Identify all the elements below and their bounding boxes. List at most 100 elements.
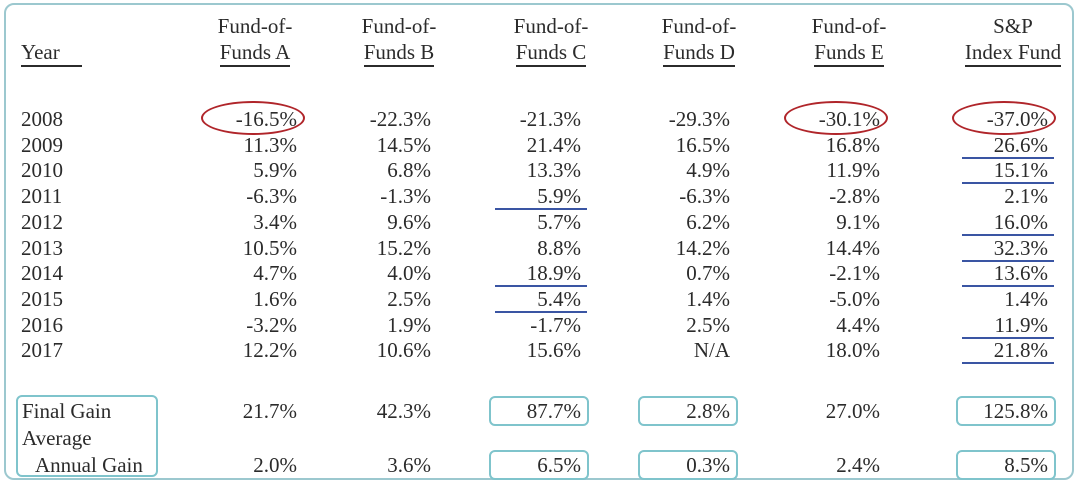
return-cell: 14.2% xyxy=(675,235,730,260)
return-cell: 13.3% xyxy=(526,158,581,183)
average-annual-gain-cell: 6.5% xyxy=(537,453,581,477)
fund-header-line1: Fund-of- xyxy=(811,14,887,38)
fund-header-label: Funds B xyxy=(363,40,435,67)
return-cell: -6.3% xyxy=(246,184,297,209)
summary-highlight-box xyxy=(638,450,738,480)
return-cell: -1.7% xyxy=(530,312,581,337)
summary-highlight-box xyxy=(489,450,589,480)
return-cell: 10.5% xyxy=(242,235,297,260)
return-cell: 6.2% xyxy=(686,209,730,234)
return-cell: 1.6% xyxy=(253,286,297,311)
summary-highlight-box xyxy=(956,396,1056,426)
fund-header-line2: Funds B xyxy=(319,40,479,67)
year-cell: 2013 xyxy=(21,235,63,260)
return-cell: 16.0% xyxy=(993,209,1048,234)
return-cell: 11.9% xyxy=(826,158,880,183)
highlight-circle xyxy=(952,101,1056,135)
final-gain-cell: 21.7% xyxy=(242,399,297,423)
year-cell: 2012 xyxy=(21,209,63,234)
return-cell: 16.8% xyxy=(825,132,880,157)
average-label: Average xyxy=(22,426,92,450)
final-gain-label: Final Gain xyxy=(22,399,112,423)
highlight-underline xyxy=(962,336,1054,339)
return-cell: 3.4% xyxy=(253,209,297,234)
return-cell: -21.3% xyxy=(519,107,581,131)
final-gain-cell: 87.7% xyxy=(526,399,581,423)
return-cell: 14.5% xyxy=(376,132,431,157)
year-cell: 2009 xyxy=(21,132,63,157)
average-annual-gain-cell: 8.5% xyxy=(1004,453,1048,477)
return-cell: 32.3% xyxy=(993,235,1048,260)
return-cell: 21.4% xyxy=(526,132,581,157)
return-cell: -5.0% xyxy=(829,286,880,311)
fund-header-line2: Index Fund xyxy=(933,40,1080,67)
return-cell: -3.2% xyxy=(246,312,297,337)
highlight-underline xyxy=(495,310,587,313)
year-cell: 2014 xyxy=(21,261,63,286)
average-annual-gain-cell: 2.0% xyxy=(253,453,297,477)
summary-highlight-box xyxy=(489,396,589,426)
return-cell: -29.3% xyxy=(668,107,730,131)
return-cell: 6.8% xyxy=(387,158,431,183)
return-cell: 9.1% xyxy=(836,209,880,234)
return-cell: 1.9% xyxy=(387,312,431,337)
return-cell: 2.1% xyxy=(1004,184,1048,209)
return-cell: 11.3% xyxy=(243,132,297,157)
fund-header-line2: Funds E xyxy=(769,40,929,67)
fund-header-label: Funds E xyxy=(814,40,884,67)
summary-label-box xyxy=(16,395,158,477)
return-cell: 5.9% xyxy=(537,184,581,209)
fund-header-label: Funds C xyxy=(515,40,587,67)
year-header: Year xyxy=(21,40,82,67)
return-cell: 8.8% xyxy=(537,235,581,260)
fund-header-line2: Funds A xyxy=(175,40,335,67)
return-cell: 2.5% xyxy=(387,286,431,311)
summary-highlight-box xyxy=(956,450,1056,480)
return-cell: 0.7% xyxy=(686,261,730,286)
fund-header-line2: Funds C xyxy=(471,40,631,67)
return-cell: -1.3% xyxy=(380,184,431,209)
return-cell: 11.9% xyxy=(994,312,1048,337)
return-cell: 5.9% xyxy=(253,158,297,183)
final-gain-cell: 2.8% xyxy=(686,399,730,423)
average-annual-gain-cell: 3.6% xyxy=(387,453,431,477)
year-cell: 2017 xyxy=(21,338,63,363)
year-cell: 2008 xyxy=(21,107,63,131)
highlight-underline xyxy=(962,182,1054,185)
return-cell: 10.6% xyxy=(376,338,431,363)
return-cell: 26.6% xyxy=(993,132,1048,157)
return-cell: 18.0% xyxy=(825,338,880,363)
return-cell: 5.4% xyxy=(537,286,581,311)
highlight-underline xyxy=(495,285,587,288)
return-cell: 12.2% xyxy=(242,338,297,363)
return-cell: -2.1% xyxy=(829,261,880,286)
average-annual-gain-cell: 2.4% xyxy=(836,453,880,477)
year-cell: 2010 xyxy=(21,158,63,183)
fund-header-line1: Fund-of- xyxy=(513,14,589,38)
highlight-underline xyxy=(962,156,1054,159)
highlight-underline xyxy=(962,259,1054,262)
return-cell: 9.6% xyxy=(387,209,431,234)
return-cell: -2.8% xyxy=(829,184,880,209)
average-annual-gain-cell: 0.3% xyxy=(686,453,730,477)
fund-header-label: Funds A xyxy=(219,40,291,67)
highlight-circle xyxy=(784,101,888,135)
fund-header-line1: S&P xyxy=(993,14,1033,38)
year-header-label: Year xyxy=(21,40,82,67)
highlight-circle xyxy=(201,101,305,135)
year-cell: 2015 xyxy=(21,286,63,311)
return-cell: 1.4% xyxy=(1004,286,1048,311)
final-gain-cell: 125.8% xyxy=(983,399,1048,423)
return-cell: 4.7% xyxy=(253,261,297,286)
return-cell: 21.8% xyxy=(993,338,1048,363)
highlight-underline xyxy=(962,285,1054,288)
highlight-underline xyxy=(962,233,1054,236)
return-cell: 16.5% xyxy=(675,132,730,157)
summary-highlight-box xyxy=(638,396,738,426)
return-cell: 4.0% xyxy=(387,261,431,286)
return-cell: -22.3% xyxy=(369,107,431,131)
return-cell: 13.6% xyxy=(993,261,1048,286)
fund-header-line2: Funds D xyxy=(619,40,779,67)
fund-header-label: Index Fund xyxy=(964,40,1062,67)
highlight-underline xyxy=(495,208,587,211)
